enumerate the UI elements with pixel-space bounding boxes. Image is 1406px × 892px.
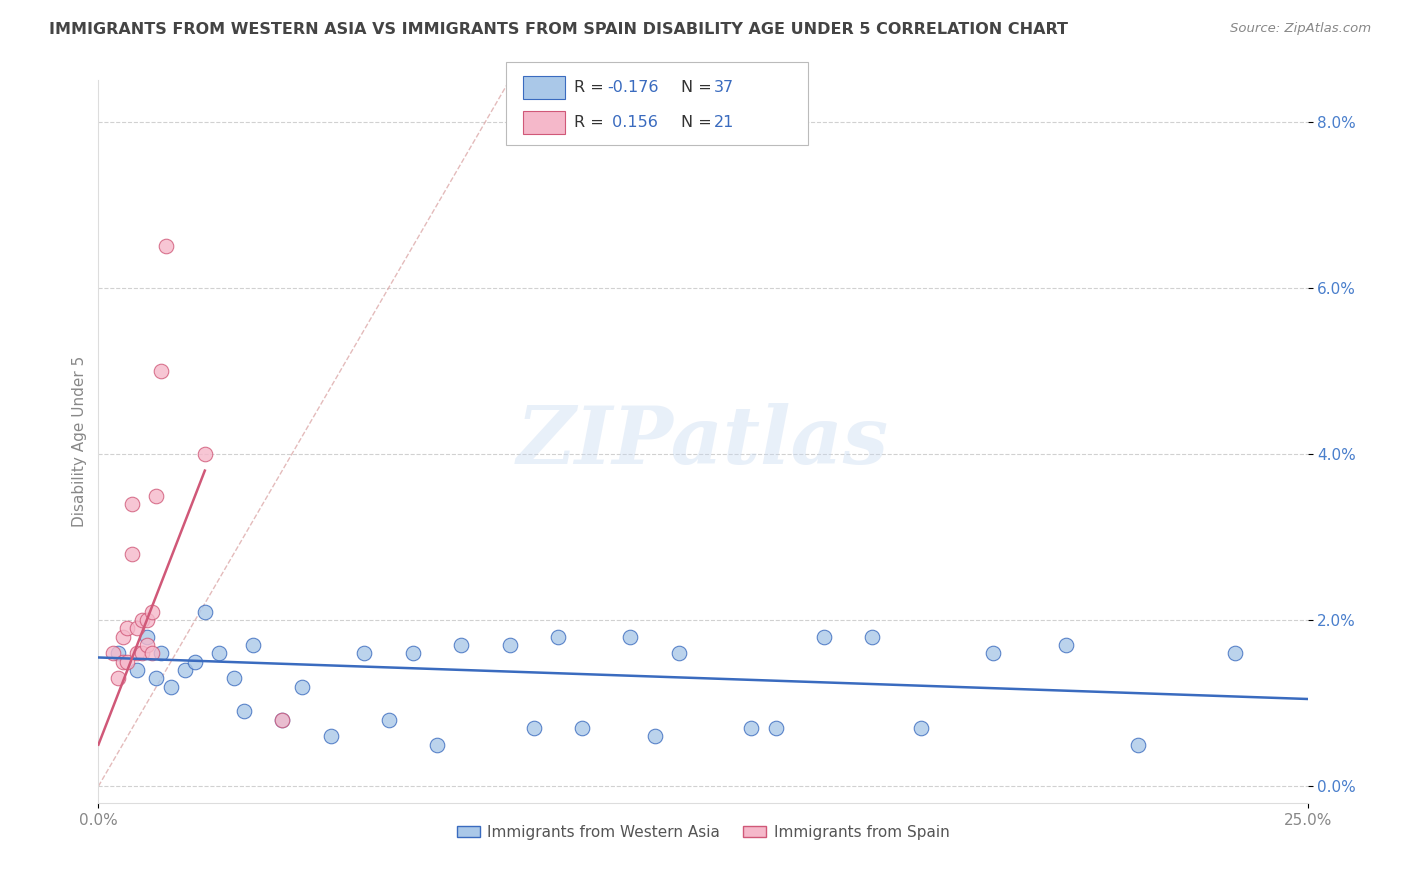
Point [194, 447, 217, 461]
Point [117, 621, 139, 635]
Point [131, 613, 153, 627]
Legend: Immigrants from Western Asia, Immigrants from Spain: Immigrants from Western Asia, Immigrants… [450, 819, 956, 846]
Point [319, 730, 342, 744]
Point [644, 730, 666, 744]
Point [135, 630, 157, 644]
Point [242, 638, 264, 652]
Point [150, 646, 173, 660]
Point [523, 721, 546, 735]
Text: 21: 21 [714, 115, 734, 129]
Point [135, 613, 157, 627]
Point [271, 713, 294, 727]
Text: Source: ZipAtlas.com: Source: ZipAtlas.com [1230, 22, 1371, 36]
Text: N =: N = [681, 79, 717, 95]
Point [127, 621, 149, 635]
Text: N =: N = [681, 115, 717, 129]
Point [450, 638, 472, 652]
Point [145, 489, 167, 503]
Point [377, 713, 399, 727]
Point [498, 638, 520, 652]
Point [1054, 638, 1077, 652]
Point [107, 646, 129, 660]
Point [222, 671, 245, 685]
Point [981, 646, 1004, 660]
Point [107, 671, 129, 685]
Point [402, 646, 425, 660]
Point [547, 630, 569, 644]
Point [135, 638, 157, 652]
Point [127, 663, 149, 677]
Point [353, 646, 375, 660]
Point [208, 646, 231, 660]
Point [121, 547, 143, 561]
Point [131, 646, 153, 660]
Point [150, 364, 173, 378]
Point [271, 713, 294, 727]
Point [127, 646, 149, 660]
Text: 37: 37 [714, 79, 734, 95]
Point [111, 630, 134, 644]
Point [765, 721, 787, 735]
Point [1128, 738, 1150, 752]
Point [141, 646, 163, 660]
Text: 0.156: 0.156 [607, 115, 658, 129]
Point [111, 655, 134, 669]
Point [145, 671, 167, 685]
Point [174, 663, 197, 677]
Y-axis label: Disability Age Under 5: Disability Age Under 5 [72, 356, 87, 527]
Point [141, 605, 163, 619]
Text: -0.176: -0.176 [607, 79, 659, 95]
Point [121, 497, 143, 511]
Point [426, 738, 449, 752]
Text: R =: R = [574, 79, 609, 95]
Point [740, 721, 762, 735]
Point [813, 630, 835, 644]
Point [1223, 646, 1246, 660]
Point [101, 646, 124, 660]
Point [910, 721, 932, 735]
Point [619, 630, 641, 644]
Text: IMMIGRANTS FROM WESTERN ASIA VS IMMIGRANTS FROM SPAIN DISABILITY AGE UNDER 5 COR: IMMIGRANTS FROM WESTERN ASIA VS IMMIGRAN… [49, 22, 1069, 37]
Point [184, 655, 207, 669]
Point [194, 605, 217, 619]
Point [155, 239, 177, 253]
Point [160, 680, 183, 694]
Point [860, 630, 883, 644]
Point [571, 721, 593, 735]
Point [117, 655, 139, 669]
Point [290, 680, 312, 694]
Text: R =: R = [574, 115, 609, 129]
Point [668, 646, 690, 660]
Point [232, 705, 254, 719]
Text: ZIPatlas: ZIPatlas [517, 403, 889, 480]
